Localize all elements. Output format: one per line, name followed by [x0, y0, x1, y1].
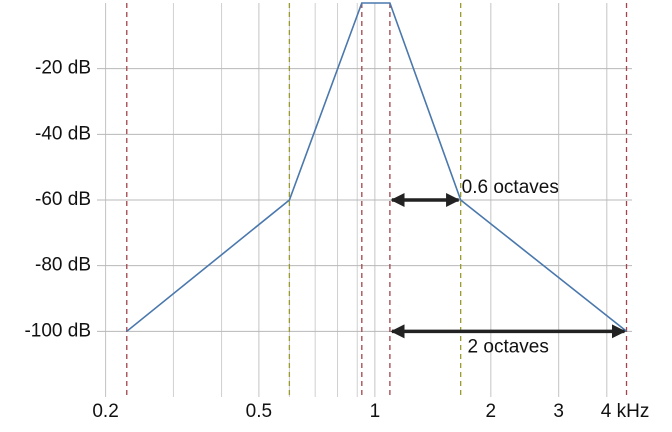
- x-tick-label: 2: [486, 401, 497, 422]
- annotation-label: 0.6 octaves: [462, 177, 559, 198]
- y-tick-label: -20 dB: [35, 58, 91, 79]
- y-tick-label: -80 dB: [35, 255, 91, 276]
- x-tick-label: 3: [553, 401, 564, 422]
- y-tick-label: -60 dB: [35, 189, 91, 210]
- x-tick-label: 1: [370, 401, 381, 422]
- annotation-label: 2 octaves: [468, 336, 549, 357]
- y-tick-label: -40 dB: [35, 123, 91, 144]
- x-tick-label: 0.5: [246, 401, 272, 422]
- x-tick-label: 0.2: [92, 401, 118, 422]
- x-tick-label: 4 kHz: [601, 401, 650, 422]
- y-tick-label: -100 dB: [24, 320, 91, 341]
- response-line: [126, 2, 627, 332]
